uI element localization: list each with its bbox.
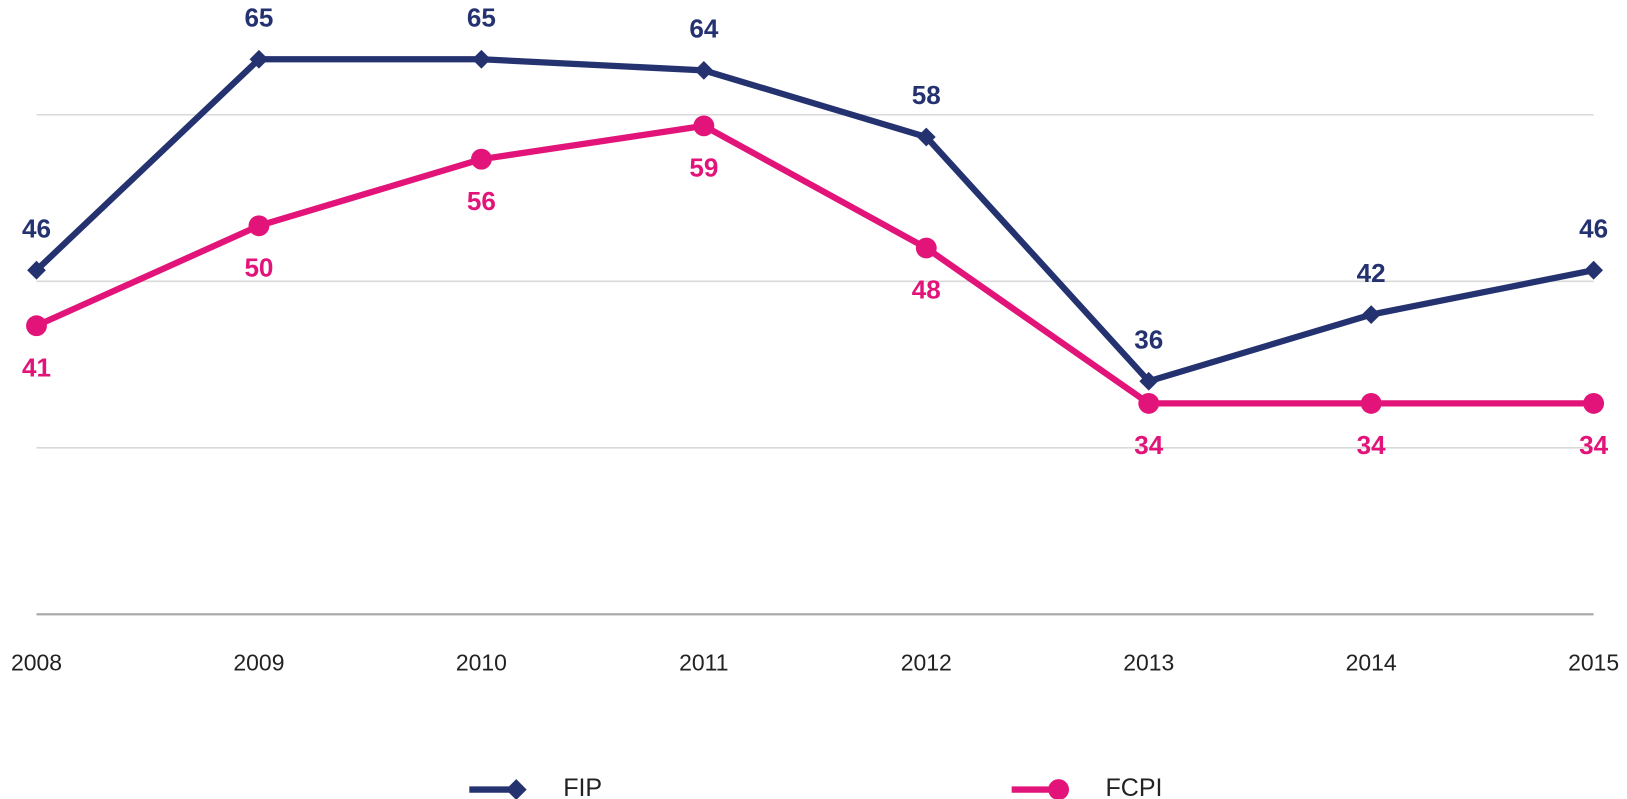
- legend-label: FCPI: [1106, 774, 1163, 799]
- legend-marker: [505, 779, 527, 799]
- x-tick-label: 2008: [11, 649, 62, 675]
- series-line: [35, 122, 1594, 407]
- x-tick-label: 2012: [901, 649, 952, 675]
- data-point: [472, 49, 491, 69]
- data-point: [1583, 392, 1605, 414]
- data-label: 56: [467, 186, 496, 216]
- legend-label: FIP: [563, 774, 602, 799]
- data-point: [1361, 305, 1381, 324]
- data-label: 34: [1134, 430, 1163, 460]
- data-label: 36: [1134, 324, 1163, 354]
- data-label: 58: [912, 80, 941, 110]
- x-tick-label: 2013: [1123, 649, 1174, 675]
- data-point: [26, 315, 47, 337]
- legend-marker: [1048, 779, 1070, 799]
- x-tick-label: 2014: [1346, 649, 1397, 675]
- data-point: [693, 115, 715, 137]
- data-point: [694, 60, 714, 80]
- x-tick-label: 2011: [679, 649, 728, 675]
- data-label: 34: [1357, 430, 1386, 460]
- data-label: 65: [467, 3, 496, 33]
- data-label: 41: [22, 352, 51, 382]
- data-point: [1584, 260, 1604, 280]
- data-label: 50: [244, 252, 273, 282]
- data-label: 34: [1579, 430, 1608, 460]
- data-label: 65: [244, 3, 273, 33]
- data-label: 46: [1579, 213, 1608, 243]
- data-label: 42: [1357, 258, 1386, 288]
- x-tick-label: 2010: [456, 649, 507, 675]
- data-point: [1360, 392, 1382, 414]
- data-point: [27, 260, 46, 280]
- data-point: [249, 49, 269, 69]
- data-point: [915, 237, 937, 259]
- data-point: [470, 148, 492, 170]
- x-tick-label: 2009: [233, 649, 284, 675]
- data-label: 48: [912, 275, 941, 305]
- x-tick-label: 2015: [1568, 649, 1619, 675]
- series-line: [34, 56, 1595, 385]
- data-point: [1138, 392, 1160, 414]
- data-point: [248, 215, 270, 237]
- data-label: 64: [689, 14, 718, 44]
- data-label: 59: [689, 153, 718, 183]
- data-label: 46: [22, 213, 51, 243]
- data-point: [916, 127, 936, 147]
